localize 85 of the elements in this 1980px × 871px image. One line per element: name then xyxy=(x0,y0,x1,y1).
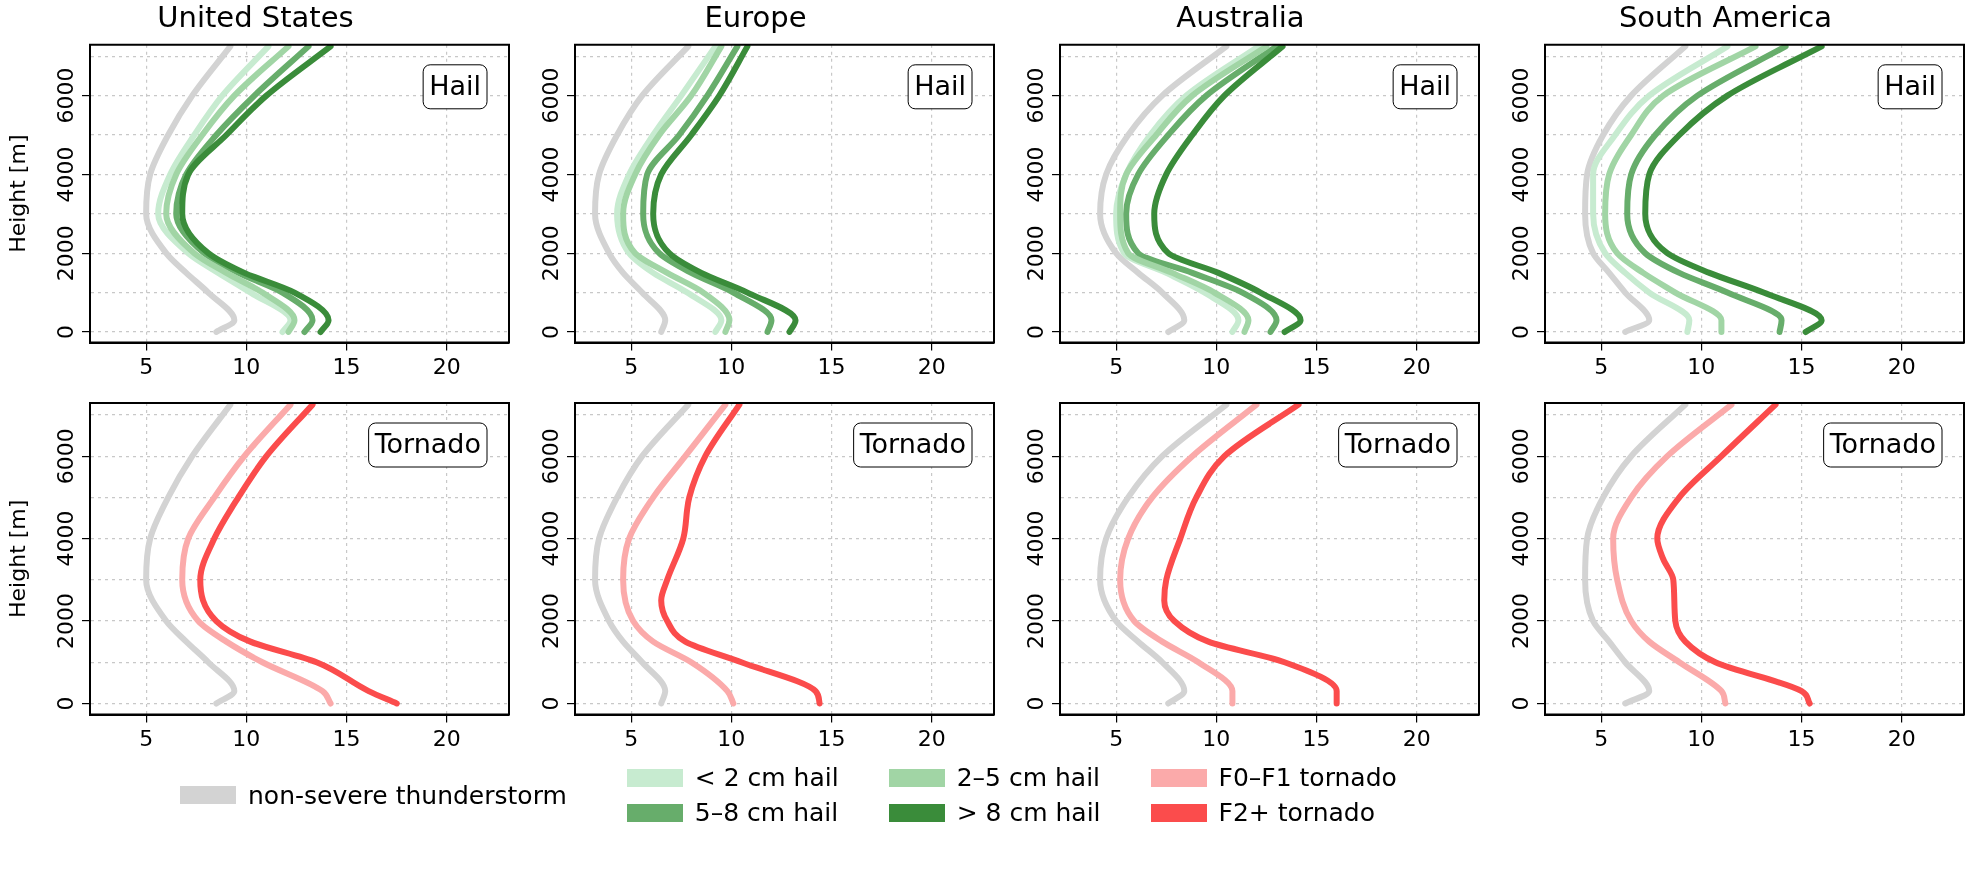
y-tick-label: 4000 xyxy=(1022,510,1048,567)
chart-title: South America xyxy=(1618,0,1833,34)
x-tick-label: 5 xyxy=(624,725,639,751)
x-tick-label: 15 xyxy=(1302,725,1331,751)
y-tick-label: 6000 xyxy=(537,67,563,124)
y-tick-label: 4000 xyxy=(1022,146,1048,203)
annotation: Hail xyxy=(914,69,967,101)
annotation: Tornado xyxy=(1828,428,1937,460)
x-tick-label: 15 xyxy=(1302,353,1331,379)
x-tick-label: 20 xyxy=(1402,725,1431,751)
chart-title: Europe xyxy=(704,0,807,34)
y-tick-label: 6000 xyxy=(52,67,78,124)
x-tick-label: 5 xyxy=(1594,353,1609,379)
x-tick-label: 10 xyxy=(717,353,746,379)
annotation: Hail xyxy=(1399,69,1452,101)
x-tick-label: 5 xyxy=(1109,353,1124,379)
y-tick-label: 6000 xyxy=(1507,428,1533,485)
annotation: Tornado xyxy=(1343,428,1452,460)
legend-label: F0–F1 tornado xyxy=(1218,763,1397,792)
x-tick-label: 10 xyxy=(232,353,261,379)
y-tick-label: 2000 xyxy=(52,593,78,650)
x-tick-label: 20 xyxy=(917,353,946,379)
y-tick-label: 2000 xyxy=(537,593,563,650)
legend-label: 5–8 cm hail xyxy=(694,798,839,827)
y-tick-label: 0 xyxy=(537,324,563,339)
y-axis-title: Height [m] xyxy=(4,134,30,253)
y-tick-label: 4000 xyxy=(537,146,563,203)
x-tick-label: 5 xyxy=(1109,725,1124,751)
x-tick-label: 15 xyxy=(1787,725,1816,751)
legend-label: F2+ tornado xyxy=(1218,798,1375,827)
legend-label: > 8 cm hail xyxy=(956,798,1101,827)
y-tick-label: 2000 xyxy=(537,225,563,282)
x-tick-label: 10 xyxy=(717,725,746,751)
y-tick-label: 2000 xyxy=(52,225,78,282)
y-tick-label: 0 xyxy=(1022,324,1048,339)
x-tick-label: 20 xyxy=(1887,725,1916,751)
y-tick-label: 6000 xyxy=(1022,67,1048,124)
y-tick-label: 2000 xyxy=(1507,593,1533,650)
y-tick-label: 0 xyxy=(1507,696,1533,711)
y-tick-label: 6000 xyxy=(52,428,78,485)
chart-title: United States xyxy=(157,0,354,34)
x-tick-label: 15 xyxy=(332,725,361,751)
y-tick-label: 4000 xyxy=(52,510,78,567)
x-tick-label: 20 xyxy=(1887,353,1916,379)
x-tick-label: 5 xyxy=(624,353,639,379)
y-axis-title: Height [m] xyxy=(4,499,30,618)
legend-label: non-severe thunderstorm xyxy=(248,780,567,810)
x-tick-label: 5 xyxy=(139,353,154,379)
x-tick-label: 10 xyxy=(1687,353,1716,379)
x-tick-label: 20 xyxy=(917,725,946,751)
legend-label: < 2 cm hail xyxy=(694,763,839,792)
x-tick-label: 5 xyxy=(139,725,154,751)
x-tick-label: 10 xyxy=(232,725,261,751)
y-tick-label: 0 xyxy=(1507,324,1533,339)
x-tick-label: 10 xyxy=(1202,353,1231,379)
x-tick-label: 15 xyxy=(817,353,846,379)
y-tick-label: 0 xyxy=(52,324,78,339)
x-tick-label: 15 xyxy=(1787,353,1816,379)
x-tick-label: 5 xyxy=(1594,725,1609,751)
annotation: Hail xyxy=(429,69,482,101)
x-tick-label: 10 xyxy=(1687,725,1716,751)
y-tick-label: 4000 xyxy=(52,146,78,203)
x-tick-label: 15 xyxy=(817,725,846,751)
x-tick-label: 15 xyxy=(332,353,361,379)
y-tick-label: 0 xyxy=(537,696,563,711)
y-tick-label: 0 xyxy=(1022,696,1048,711)
annotation: Tornado xyxy=(373,428,482,460)
x-tick-label: 10 xyxy=(1202,725,1231,751)
y-tick-label: 4000 xyxy=(537,510,563,567)
x-tick-label: 20 xyxy=(432,353,461,379)
x-tick-label: 20 xyxy=(432,725,461,751)
x-tick-label: 20 xyxy=(1402,353,1431,379)
y-tick-label: 2000 xyxy=(1022,593,1048,650)
chart-title: Australia xyxy=(1176,0,1305,34)
y-tick-label: 6000 xyxy=(1507,67,1533,124)
y-tick-label: 6000 xyxy=(537,428,563,485)
y-tick-label: 2000 xyxy=(1022,225,1048,282)
y-tick-label: 0 xyxy=(52,696,78,711)
annotation: Hail xyxy=(1884,69,1937,101)
y-tick-label: 6000 xyxy=(1022,428,1048,485)
y-tick-label: 2000 xyxy=(1507,225,1533,282)
legend-label: 2–5 cm hail xyxy=(956,763,1101,792)
annotation: Tornado xyxy=(858,428,967,460)
y-tick-label: 4000 xyxy=(1507,510,1533,567)
y-tick-label: 4000 xyxy=(1507,146,1533,203)
